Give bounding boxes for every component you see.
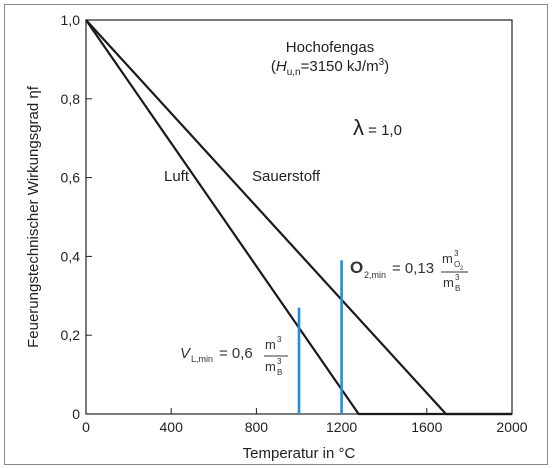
svg-text:2,min: 2,min: [364, 270, 386, 280]
svg-text:V: V: [180, 345, 192, 362]
x-tick-label: 0: [82, 419, 90, 435]
x-axis-label: Temperatur in °C: [243, 445, 356, 462]
svg-text:m: m: [265, 337, 276, 352]
x-tick-label: 800: [245, 419, 269, 435]
svg-text:m: m: [442, 251, 453, 266]
x-tick-label: 1600: [411, 419, 442, 435]
y-tick-label: 0,8: [61, 91, 81, 107]
svg-text:B: B: [277, 368, 282, 377]
svg-text:3: 3: [455, 273, 460, 282]
svg-text:m: m: [443, 275, 454, 290]
svg-text:L,min: L,min: [191, 354, 213, 364]
svg-text:= 0,6: = 0,6: [219, 345, 253, 362]
gas-name-annotation: Hochofengas: [286, 39, 374, 56]
luft-label: Luft: [164, 168, 190, 185]
y-tick-label: 0: [72, 406, 80, 422]
sauerstoff-label: Sauerstoff: [252, 168, 321, 185]
series-layer: [85, 19, 512, 416]
vl-min-annotation: V L,min = 0,6 m 3 m 3 B: [180, 335, 288, 377]
vlines-layer: [297, 260, 343, 414]
y-axis-label: Feuerungstechnischer Wirkungsgrad ηf: [25, 85, 42, 348]
y-tick-label: 0,2: [61, 327, 81, 343]
x-tick-label: 2000: [496, 419, 527, 435]
x-tick-label: 1200: [326, 419, 357, 435]
heating-value-annotation: (Hu,n=3150 kJ/m3): [271, 57, 389, 78]
svg-text:O: O: [350, 258, 363, 277]
svg-text:m: m: [265, 359, 276, 374]
y-tick-label: 0,4: [61, 248, 81, 264]
svg-text:B: B: [455, 284, 460, 293]
lambda-annotation: λ = 1,0: [353, 115, 402, 140]
svg-text:= 0,13: = 0,13: [392, 260, 434, 277]
svg-text:2: 2: [460, 266, 464, 272]
svg-text:3: 3: [277, 335, 282, 344]
ticks-layer: 0 400 800 1200 1600 2000 0 0,2 0,4 0,6 0,8 1,0: [61, 12, 528, 435]
figure-frame: [4, 4, 548, 465]
svg-text:3: 3: [277, 357, 282, 366]
y-tick-label: 1,0: [61, 12, 81, 28]
o2-min-annotation: O 2,min = 0,13 m 3 O 2 m 3 B: [350, 249, 468, 293]
series-line-sauerstoff: [85, 19, 512, 416]
svg-text:O: O: [454, 260, 460, 269]
svg-text:3: 3: [454, 249, 459, 258]
y-tick-label: 0,6: [61, 170, 81, 186]
x-tick-label: 400: [160, 419, 184, 435]
